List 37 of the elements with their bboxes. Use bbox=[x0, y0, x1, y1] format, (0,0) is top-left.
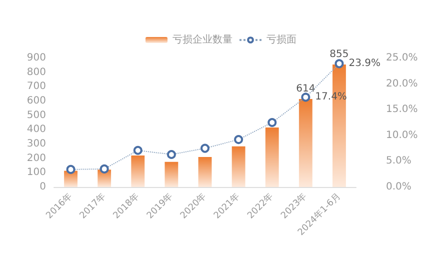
point bbox=[66, 164, 76, 174]
y-tick-label: 200 bbox=[26, 152, 46, 164]
data-label: 855 bbox=[330, 48, 349, 60]
data-label: 614 bbox=[296, 83, 316, 94]
bar bbox=[298, 98, 312, 187]
bar bbox=[198, 157, 212, 187]
y-tick-label: 300 bbox=[26, 138, 46, 150]
bar bbox=[265, 128, 279, 187]
point bbox=[100, 164, 109, 174]
legend-label: 亏损面 bbox=[266, 34, 296, 46]
y-tick-label: 600 bbox=[26, 96, 46, 106]
y2-tick-label: 5.0% bbox=[386, 156, 412, 167]
bar bbox=[64, 170, 78, 187]
legend-label: 亏损企业数量 bbox=[172, 34, 232, 46]
y2-tick-label: 15.0% bbox=[386, 104, 418, 116]
point bbox=[301, 92, 310, 102]
y-tick-label: 400 bbox=[26, 124, 46, 136]
y-tick-label: 900 bbox=[26, 52, 46, 64]
y2-tick-label: 10.0% bbox=[386, 130, 418, 141]
y-tick-label: 500 bbox=[26, 110, 46, 121]
point bbox=[200, 144, 210, 153]
bar bbox=[131, 155, 145, 187]
y2-tick-label: 0.0% bbox=[386, 182, 412, 192]
y2-tick-label: 20.0% bbox=[386, 78, 418, 90]
bar bbox=[164, 162, 178, 187]
point bbox=[166, 150, 176, 159]
point bbox=[234, 135, 244, 144]
point bbox=[268, 118, 277, 127]
y2-tick-label: 25.0% bbox=[386, 52, 418, 64]
y-tick-label: 100 bbox=[26, 167, 46, 178]
point bbox=[334, 59, 344, 68]
bar bbox=[232, 146, 246, 187]
y-tick-label: 0 bbox=[40, 182, 46, 192]
point bbox=[133, 146, 142, 155]
data-label: 23.9% bbox=[348, 58, 381, 70]
y-tick-label: 800 bbox=[26, 66, 46, 78]
y-tick-label: 700 bbox=[26, 81, 46, 92]
